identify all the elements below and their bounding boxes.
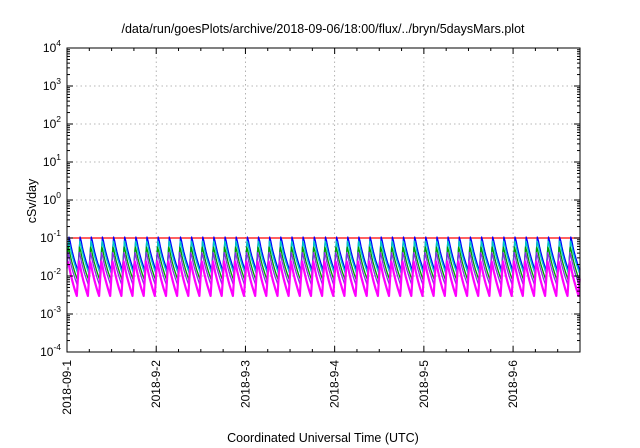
series-layer: [66, 236, 581, 297]
x-tick-labels: 2018-09-1 2018-9-2 2018-9-3 2018-9-4 2018-9-…: [60, 360, 520, 415]
x-tick-label: 2018-9-2: [149, 360, 163, 408]
y-tick-label: 104: [43, 38, 61, 55]
y-tick-label: 10-4: [40, 342, 61, 359]
y-tick-label: 100: [43, 190, 61, 207]
x-tick-label: 2018-9-5: [417, 360, 431, 408]
grid-lines: [67, 48, 580, 352]
y-axis-label: cSv/day: [25, 178, 39, 223]
x-tick-label: 2018-09-1: [60, 360, 74, 415]
y-tick-label: 10-2: [40, 266, 61, 283]
y-tick-label: 10-1: [40, 228, 61, 245]
x-axis-label: Coordinated Universal Time (UTC): [227, 431, 419, 445]
tick-marks: [66, 47, 580, 353]
y-tick-labels: 10-4 10-3 10-2 10-1 100 101 102 103 104: [40, 38, 61, 359]
x-tick-label: 2018-9-4: [328, 360, 342, 408]
chart-title: /data/run/goesPlots/archive/2018-09-06/1…: [121, 22, 525, 36]
x-tick-label: 2018-9-3: [238, 360, 252, 408]
x-tick-label: 2018-9-6: [506, 360, 520, 408]
y-tick-label: 103: [43, 76, 61, 93]
y-tick-label: 10-3: [40, 304, 61, 321]
y-tick-label: 101: [43, 152, 61, 169]
series-line: [66, 260, 581, 297]
y-tick-label: 102: [43, 114, 61, 131]
